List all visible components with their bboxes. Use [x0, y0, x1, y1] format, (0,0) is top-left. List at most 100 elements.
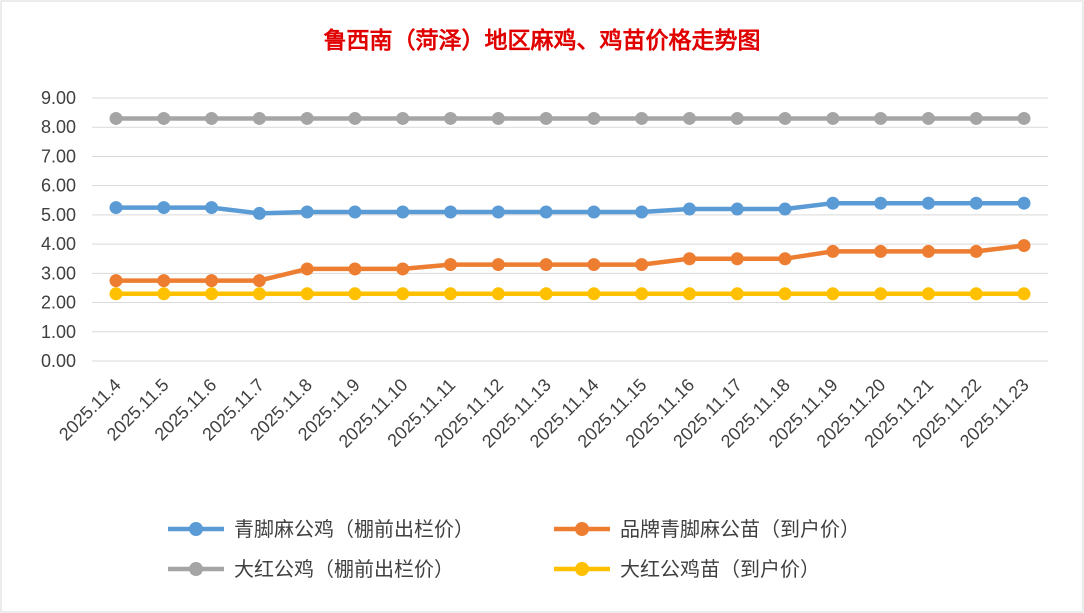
data-point — [635, 287, 649, 301]
y-axis: 0.00 1.00 2.00 3.00 4.00 5.00 6.00 7.00 8.00 9.00 — [41, 88, 76, 371]
data-point — [587, 205, 601, 219]
data-point — [348, 262, 362, 276]
y-tick-label: 6.00 — [41, 176, 76, 196]
legend-item: 品牌青脚麻公苗（到户价） — [554, 517, 860, 541]
legend-item: 青脚麻公鸡（棚前出栏价） — [168, 517, 474, 541]
data-point — [874, 287, 888, 301]
data-point — [491, 287, 505, 301]
data-point — [157, 287, 171, 301]
data-point — [444, 205, 458, 219]
data-point — [1017, 287, 1031, 301]
data-point — [539, 287, 553, 301]
data-point — [396, 287, 410, 301]
data-point — [778, 287, 792, 301]
data-point — [539, 258, 553, 272]
data-point — [109, 201, 123, 215]
data-point — [252, 111, 266, 125]
data-point — [396, 111, 410, 125]
data-point — [491, 205, 505, 219]
data-point — [157, 274, 171, 288]
data-point — [444, 287, 458, 301]
data-point — [921, 244, 935, 258]
y-tick-label: 4.00 — [41, 234, 76, 254]
data-point — [444, 258, 458, 272]
series-line — [116, 243, 1025, 283]
data-point — [826, 111, 840, 125]
data-point — [252, 206, 266, 220]
series-lines — [109, 111, 1031, 301]
data-point — [205, 201, 219, 215]
data-point — [157, 201, 171, 215]
data-point — [682, 111, 696, 125]
data-point — [635, 111, 649, 125]
series-1 — [109, 239, 1031, 288]
y-tick-label: 0.00 — [41, 351, 76, 371]
data-point — [252, 274, 266, 288]
y-tick-label: 7.00 — [41, 146, 76, 166]
series-3 — [109, 287, 1031, 301]
legend-marker — [189, 522, 203, 536]
data-point — [969, 111, 983, 125]
data-point — [348, 287, 362, 301]
data-point — [1017, 239, 1031, 253]
data-point — [969, 287, 983, 301]
data-point — [348, 111, 362, 125]
data-point — [778, 202, 792, 216]
data-point — [348, 205, 362, 219]
data-point — [587, 287, 601, 301]
data-point — [778, 252, 792, 266]
data-point — [396, 262, 410, 276]
data-point — [682, 287, 696, 301]
data-point — [300, 205, 314, 219]
y-tick-label: 2.00 — [41, 293, 76, 313]
y-tick-label: 8.00 — [41, 117, 76, 137]
legend-marker — [575, 522, 589, 536]
y-tick-label: 9.00 — [41, 88, 76, 108]
data-point — [826, 244, 840, 258]
data-point — [300, 287, 314, 301]
data-point — [874, 196, 888, 210]
chart-title: 鲁西南（菏泽）地区麻鸡、鸡苗价格走势图 — [323, 27, 761, 54]
data-point — [730, 111, 744, 125]
data-point — [826, 196, 840, 210]
data-point — [109, 287, 123, 301]
gridlines — [92, 97, 1048, 362]
legend-label: 品牌青脚麻公苗（到户价） — [620, 517, 860, 541]
y-tick-label: 5.00 — [41, 205, 76, 225]
data-point — [587, 111, 601, 125]
data-point — [778, 111, 792, 125]
data-point — [682, 202, 696, 216]
data-point — [874, 111, 888, 125]
data-point — [205, 287, 219, 301]
data-point — [921, 111, 935, 125]
data-point — [730, 202, 744, 216]
data-point — [205, 111, 219, 125]
data-point — [1017, 196, 1031, 210]
legend-label: 大红公鸡（棚前出栏价） — [234, 557, 454, 581]
legend: 青脚麻公鸡（棚前出栏价） 品牌青脚麻公苗（到户价） 大红公鸡（棚前出栏价） 大红公鸡苗… — [168, 517, 860, 581]
data-point — [491, 258, 505, 272]
data-point — [969, 244, 983, 258]
y-tick-label: 1.00 — [41, 322, 76, 342]
data-point — [826, 287, 840, 301]
legend-item: 大红公鸡苗（到户价） — [554, 557, 820, 581]
data-point — [491, 111, 505, 125]
data-point — [635, 205, 649, 219]
data-point — [444, 111, 458, 125]
data-point — [730, 252, 744, 266]
data-point — [969, 196, 983, 210]
data-point — [396, 205, 410, 219]
data-point — [587, 258, 601, 272]
series-2 — [109, 111, 1031, 125]
data-point — [921, 287, 935, 301]
data-point — [682, 252, 696, 266]
data-point — [252, 287, 266, 301]
legend-label: 大红公鸡苗（到户价） — [620, 557, 820, 581]
data-point — [300, 262, 314, 276]
data-point — [109, 274, 123, 288]
series-0 — [109, 196, 1031, 220]
legend-marker — [189, 562, 203, 576]
data-point — [1017, 111, 1031, 125]
